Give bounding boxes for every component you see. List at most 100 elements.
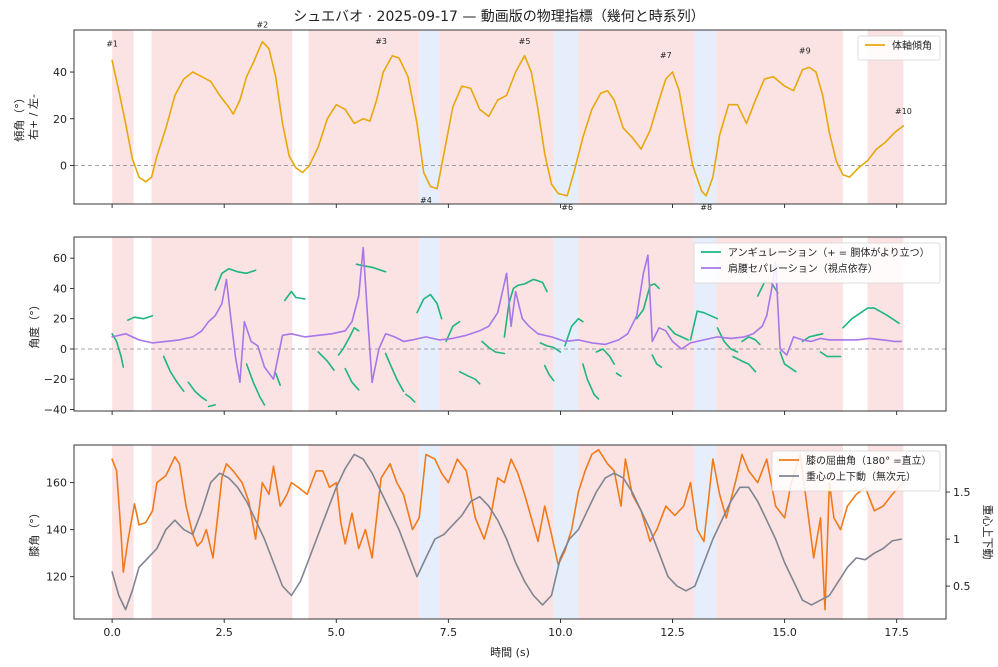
y-right-axis-label: 重心上下動 <box>981 505 995 560</box>
series-line-segment <box>741 336 761 346</box>
series-line-segment <box>416 293 443 320</box>
y-tick-label: 160 <box>46 477 67 490</box>
peak-annotation: #4 <box>420 196 432 205</box>
phase-band <box>694 30 717 204</box>
series-line-segment <box>404 393 416 403</box>
plot-frame <box>73 29 947 205</box>
phase-band <box>553 445 579 619</box>
phase-band <box>578 237 695 411</box>
series-line-segment <box>245 363 266 406</box>
series-line-segment <box>819 351 842 358</box>
x-tick-label: 7.5 <box>440 626 458 639</box>
legend: アンギュレーション（+ = 胴体がより立つ） 肩腰セパレーション（視点依存） <box>693 242 941 284</box>
y-tick-label: 40 <box>53 66 67 79</box>
series-line-segment <box>384 352 405 393</box>
phase-band <box>151 445 293 619</box>
series-line-segment <box>127 314 154 322</box>
phase-band <box>578 445 695 619</box>
y-tick-label: 20 <box>53 113 67 126</box>
peak-annotation: #10 <box>895 107 912 116</box>
y-axis-label-line: 膝角（°） <box>28 507 41 557</box>
phase-band <box>716 30 843 204</box>
panel-bottom: 0.0 2.5 5.0 7.5 10.0 12.5 15.0 17.5 120 140 160 0.5… <box>28 444 995 639</box>
series-line-segment <box>214 267 257 291</box>
y-tick-label: 120 <box>46 571 67 584</box>
peak-annotation: #6 <box>561 203 573 212</box>
y-tick-label: 60 <box>53 252 67 265</box>
y-axis-label: 角度（°） <box>27 299 41 349</box>
series-line-segment <box>187 381 208 402</box>
y-axis-label-line: 角度（°） <box>27 299 41 349</box>
series-line-segment <box>842 307 900 329</box>
chart-title: シュエバオ · 2025-09-17 — 動画版の物理指標（幾何と時系列） <box>293 9 705 25</box>
series-line-segment <box>801 332 824 343</box>
series-line-segment <box>344 367 360 391</box>
phase-band <box>308 30 420 204</box>
plot-frame <box>73 444 947 620</box>
phase-band <box>578 30 695 204</box>
y-tick-label: 140 <box>46 524 67 537</box>
series-line-segment <box>667 325 690 341</box>
series-line-segment <box>595 348 616 365</box>
y-tick-label: 40 <box>53 282 67 295</box>
series-line <box>111 453 903 611</box>
series-line-segment <box>458 370 481 385</box>
phase-band <box>553 30 579 204</box>
series-line-segment <box>111 332 125 368</box>
series-line-segment <box>516 278 548 293</box>
legend-box <box>693 242 941 284</box>
y-axis-label-line: 右+ / 左- <box>26 94 40 140</box>
series-line-segment <box>539 342 562 353</box>
series-line-segment <box>207 404 216 408</box>
legend-label: アンギュレーション（+ = 胴体がより立つ） <box>728 246 930 259</box>
y-tick-label: −20 <box>44 373 67 386</box>
legend: 体軸傾角 <box>857 35 941 61</box>
peak-annotation: #8 <box>700 203 712 212</box>
series-line-segment <box>283 290 306 302</box>
series-line-segment <box>615 372 622 378</box>
peak-annotation: #9 <box>799 46 811 55</box>
y-right-tick-label: 1.5 <box>953 486 971 499</box>
legend-label: 重心の上下動（無次元） <box>806 470 916 483</box>
y-axis-label: 傾角（°）右+ / 左- <box>12 92 40 142</box>
series-line-segment <box>337 326 360 356</box>
series-group <box>111 246 903 408</box>
series-line-segment <box>582 363 600 400</box>
peak-annotation: #5 <box>519 37 531 46</box>
y-tick-label: 0 <box>60 159 67 172</box>
peak-annotation: #3 <box>375 37 387 46</box>
y-tick-label: −40 <box>44 403 67 416</box>
x-tick-label: 5.0 <box>328 626 346 639</box>
legend-box <box>771 450 941 492</box>
series-line-segment <box>716 326 739 353</box>
series-line-segment <box>651 354 663 368</box>
phase-band <box>439 237 554 411</box>
y-tick-label: 20 <box>53 313 67 326</box>
phase-band <box>151 30 293 204</box>
phase-band <box>112 30 134 204</box>
y-axis-label-line: 傾角（°） <box>12 92 26 142</box>
series-line-segment <box>503 284 519 338</box>
panel-middle: −40 −20 0 20 40 60 角度（°） アンギュレーション（+ = 胴体がより立つ）… <box>27 236 947 416</box>
legend-box <box>857 35 941 61</box>
series-line-segment <box>779 351 797 373</box>
y-right-tick-label: 1 <box>953 533 960 546</box>
series-group <box>111 40 905 197</box>
phase-band <box>419 445 440 619</box>
x-tick-label: 10.0 <box>548 626 573 639</box>
legend-label: 肩腰セパレーション（視点依存） <box>728 262 878 275</box>
series-line-segment <box>274 372 282 387</box>
y-tick-label: 0 <box>60 343 67 356</box>
legend-label: 体軸傾角 <box>892 39 932 52</box>
y-axis-label: 膝角（°） <box>28 507 41 557</box>
x-tick-label: 15.0 <box>772 626 797 639</box>
phase-band <box>439 30 554 204</box>
legend-label: 膝の屈曲角（180° =直立） <box>806 454 932 467</box>
series-line-segment <box>162 355 185 393</box>
x-axis-label: 時間 (s) <box>490 646 530 659</box>
series-line-segment <box>689 310 719 341</box>
series-line-segment <box>445 320 461 343</box>
series-line-segment <box>543 364 555 382</box>
legend: 膝の屈曲角（180° =直立） 重心の上下動（無次元） <box>771 450 941 492</box>
